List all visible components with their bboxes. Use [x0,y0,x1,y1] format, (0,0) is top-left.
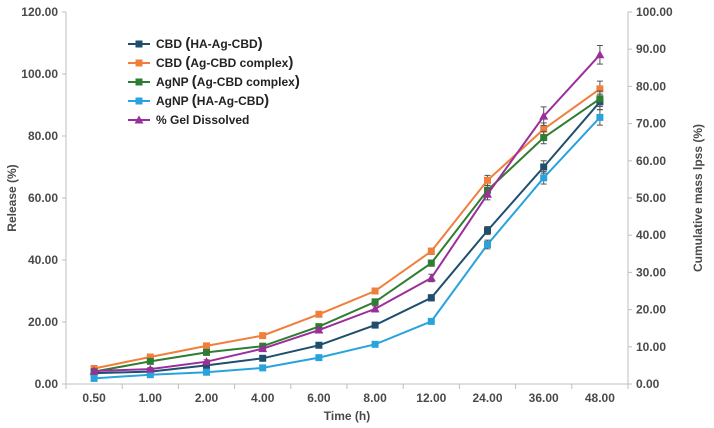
y-tick-label: 40.00 [28,253,58,267]
legend-label: AgNP (HA-Ag-CBD) [156,92,269,109]
y-tick-label: 100.00 [21,67,58,81]
data-point [370,304,380,313]
y2-tick-label: 0.00 [636,377,660,391]
x-tick-label: 24.00 [472,391,502,405]
y-tick-label: 60.00 [28,191,58,205]
y-tick-label: 80.00 [28,129,58,143]
data-point [540,125,548,133]
x-tick-label: 1.00 [139,391,163,405]
data-point [203,368,210,376]
x-tick-label: 4.00 [251,391,275,405]
data-point [146,357,154,365]
data-point [146,353,154,361]
legend-swatch-marker [134,115,144,124]
data-point [315,354,323,362]
data-point [203,348,210,356]
y2-tick-label: 70.00 [636,117,666,131]
data-point [259,364,267,372]
data-point [203,342,210,350]
data-point [315,310,323,318]
legend-label: AgNP (Ag-CBD complex) [156,73,300,90]
data-point [427,294,435,302]
data-point [484,241,491,248]
data-point [426,273,436,282]
y-tick-label: 0.00 [35,377,59,391]
data-point [259,354,267,362]
data-point [540,174,548,182]
data-point [371,340,379,348]
x-tick-label: 48.00 [585,391,615,405]
x-tick-label: 0.50 [82,391,106,405]
y-tick-label: 20.00 [28,315,58,329]
legend-swatch-marker [135,59,143,67]
legend-swatch-marker [135,40,143,48]
x-tick-label: 12.00 [416,391,446,405]
data-point [595,50,605,59]
data-point [540,134,548,142]
x-tick-label: 2.00 [195,391,219,405]
data-point [596,113,604,121]
y2-tick-label: 100.00 [636,5,673,19]
legend-swatch-marker [135,78,143,86]
data-point [427,247,435,255]
legend-swatch-marker [135,97,143,105]
data-point [259,332,267,340]
y2-tick-label: 90.00 [636,42,666,56]
y2-tick-label: 50.00 [636,191,666,205]
y-tick-label: 120.00 [21,5,58,19]
legend-label: CBD (Ag-CBD complex) [156,54,293,71]
data-point [90,374,98,382]
y-axis-title: Release (%) [5,164,19,231]
y2-tick-label: 60.00 [636,154,666,168]
y2-tick-label: 10.00 [636,340,666,354]
data-point [484,176,491,184]
data-point [202,357,211,366]
series-line [93,97,601,373]
data-point [258,344,268,353]
y2-tick-label: 20.00 [636,303,666,317]
data-point [203,361,210,369]
x-axis-title: Time (h) [324,409,370,423]
x-tick-label: 36.00 [529,391,559,405]
series-line [94,116,601,380]
data-point [89,366,99,375]
data-point [371,287,379,295]
legend-label: % Gel Dissolved [156,113,249,127]
data-point [315,341,323,349]
data-point [146,371,154,379]
data-point [145,364,155,373]
y2-tick-label: 40.00 [636,228,666,242]
x-tick-label: 8.00 [363,391,387,405]
data-point [427,259,435,267]
series-line [94,101,601,375]
data-point [484,227,491,235]
data-point [540,163,548,171]
data-point [539,111,549,120]
y2-axis-title: Cumulative mass lpss (%) [691,124,705,272]
data-point [427,317,435,325]
data-point [596,85,604,93]
data-point [371,298,379,306]
series-line [94,54,601,372]
data-point [314,325,324,334]
y2-tick-label: 30.00 [636,265,666,279]
series-line [93,88,601,370]
x-tick-label: 6.00 [307,391,331,405]
data-point [596,95,604,103]
legend-label: CBD (HA-Ag-CBD) [156,35,263,52]
y2-tick-label: 80.00 [636,79,666,93]
data-point [371,321,379,329]
data-point [483,189,492,198]
